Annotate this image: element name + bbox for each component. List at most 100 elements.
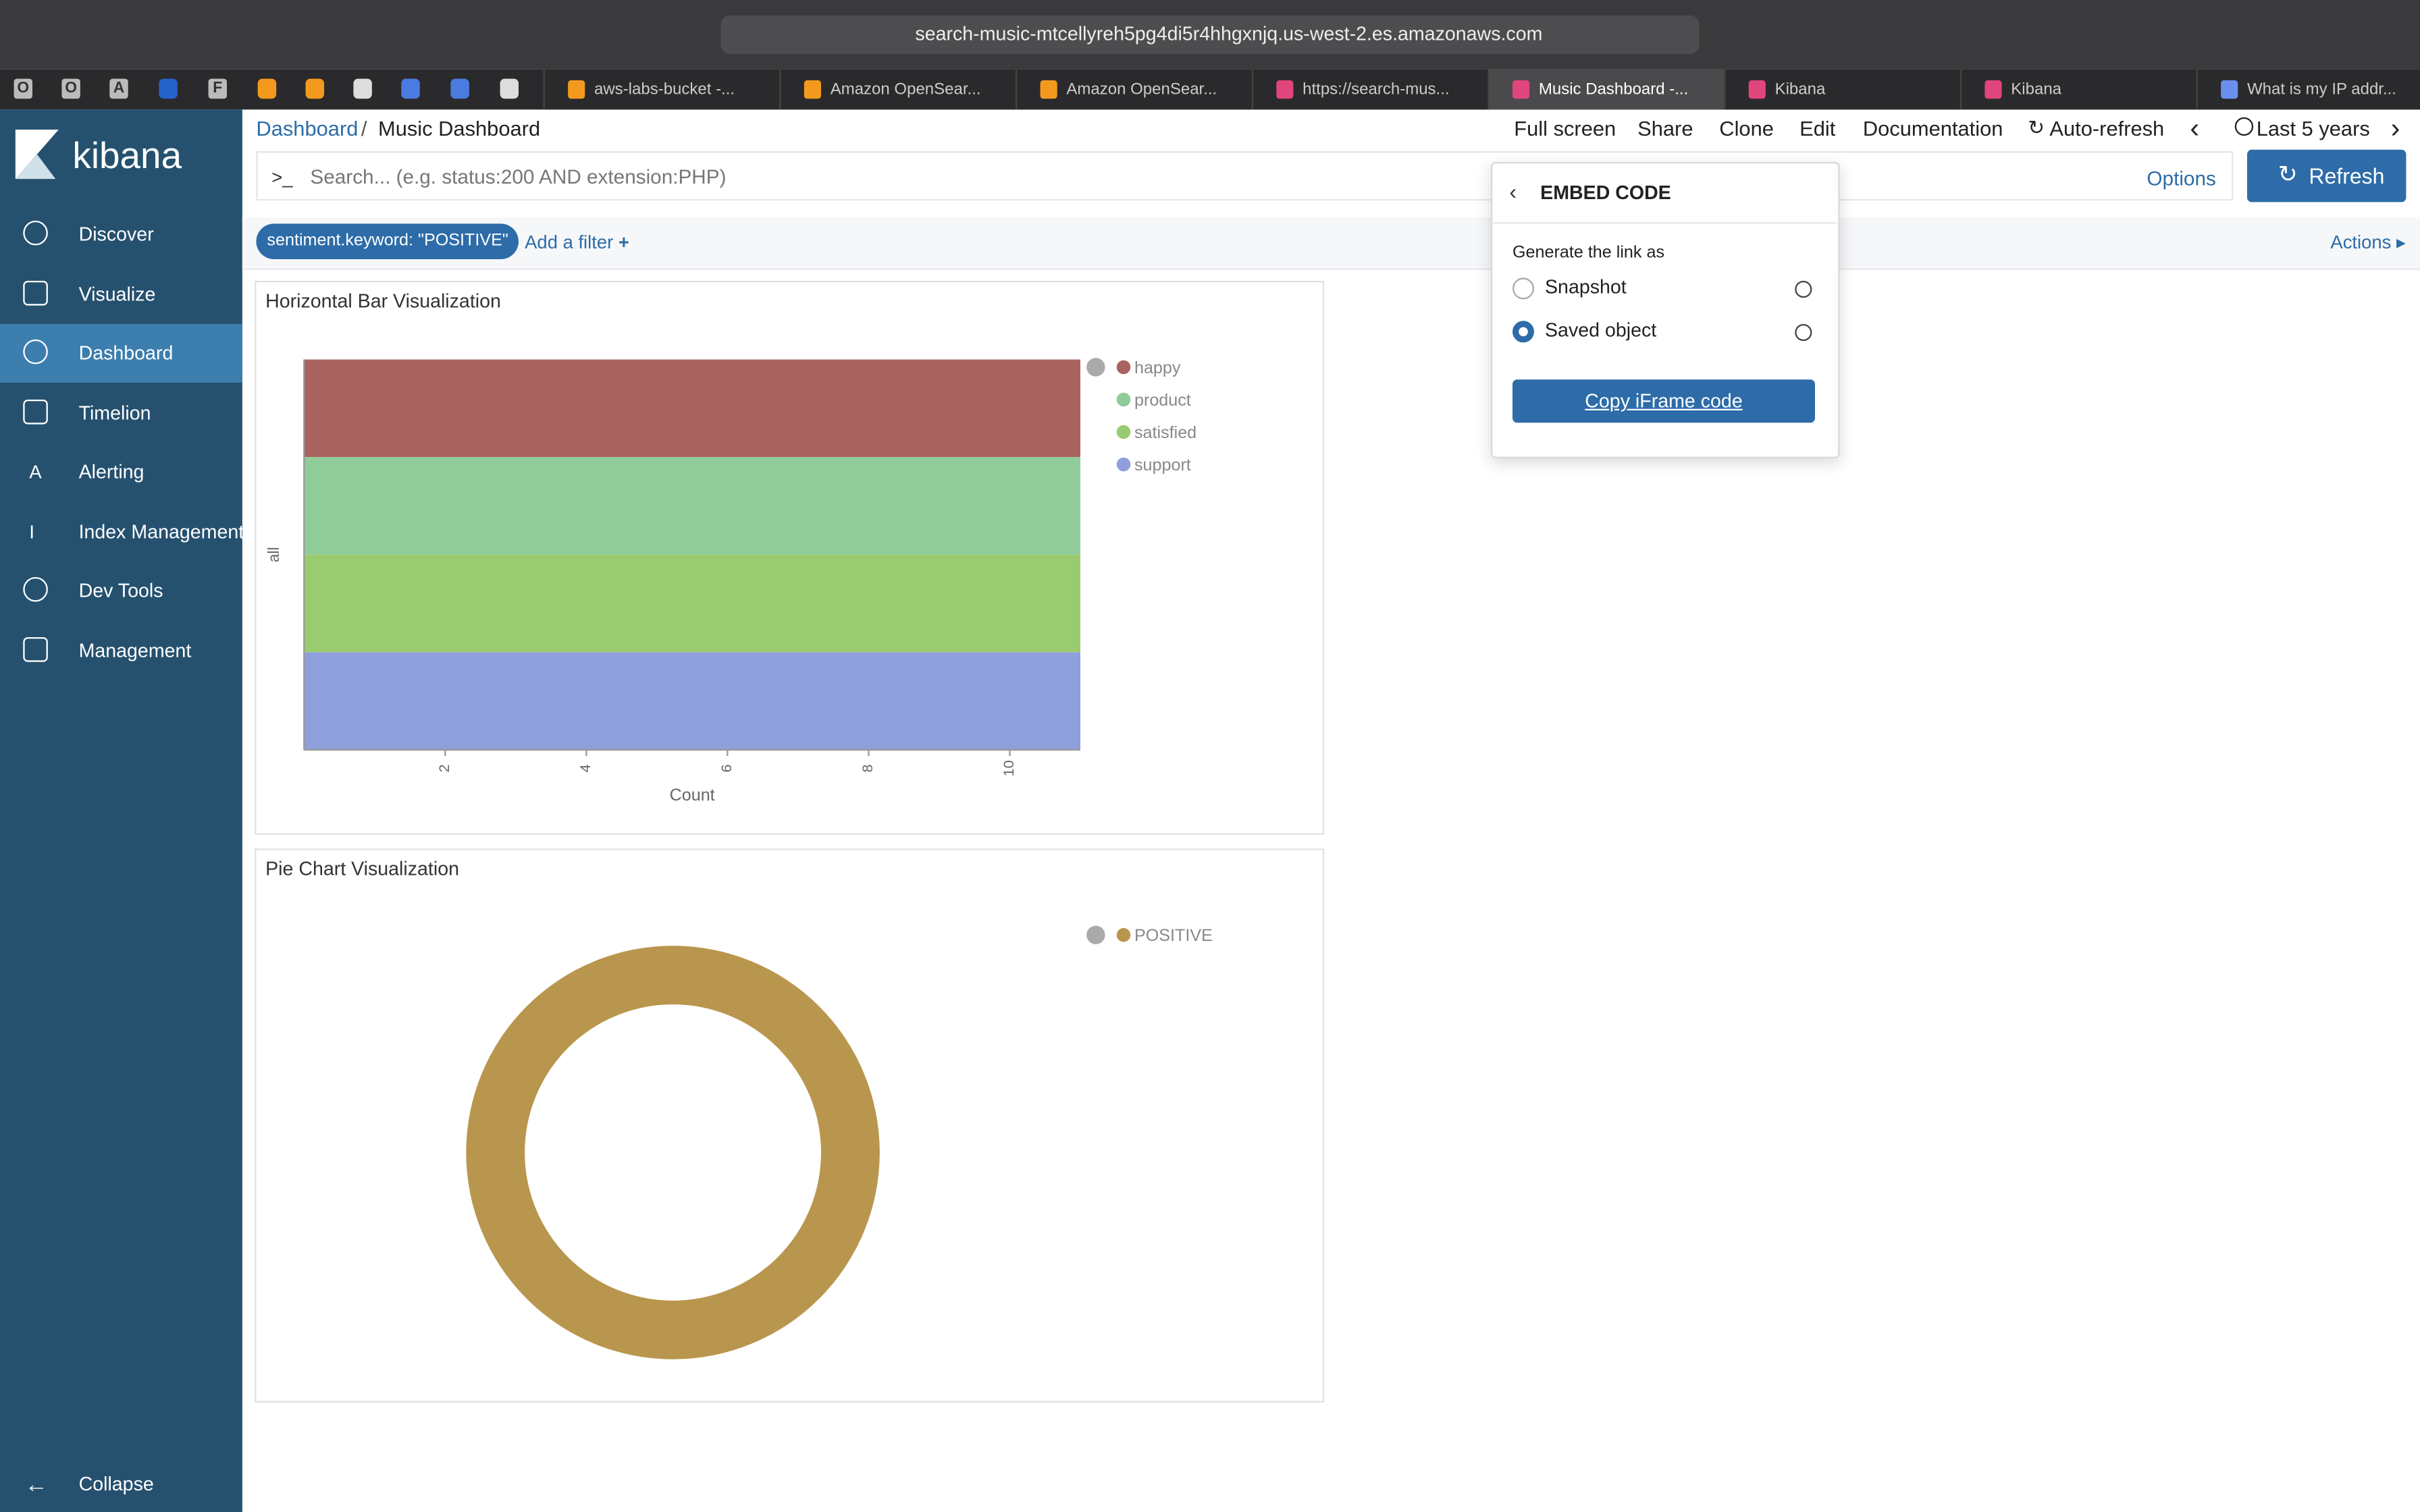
legend-toggle	[1086, 358, 1105, 377]
panel	[255, 848, 1325, 1403]
legend-dot	[1116, 392, 1131, 407]
nav-icon	[23, 576, 48, 602]
menu-item[interactable]: Share	[1637, 117, 1693, 140]
tab-title[interactable]: Music Dashboard -...	[1538, 80, 1689, 99]
radio[interactable]	[1512, 277, 1534, 300]
tab-title[interactable]: Kibana	[2011, 80, 2062, 99]
nav-item[interactable]: Discover	[78, 223, 154, 246]
tab-icon	[1984, 80, 2002, 99]
brand: kibana	[72, 136, 182, 178]
nav-item[interactable]: Dev Tools	[78, 580, 163, 602]
add-filter-text[interactable]: Add a filter	[525, 231, 614, 253]
help-icon	[1795, 280, 1812, 298]
menu-item[interactable]: Edit	[1799, 117, 1836, 140]
time-icon	[2234, 117, 2254, 136]
menu-item[interactable]: Full screen	[1514, 117, 1616, 140]
add-filter[interactable]: Add a filter +	[525, 232, 629, 253]
chart-title: Horizontal Bar Visualization	[265, 291, 501, 313]
x-tick-label: 4	[577, 764, 594, 772]
pinned-icon[interactable]	[305, 78, 324, 99]
search-bar[interactable]	[256, 151, 2234, 201]
x-tick-label: 6	[718, 764, 735, 772]
pinned-tab[interactable]: F	[208, 78, 227, 99]
slice	[466, 946, 880, 1359]
breadcrumb-separator: /	[361, 117, 367, 140]
breadcrumb: Music Dashboard	[377, 117, 541, 140]
nav-icon	[23, 220, 48, 246]
nav-icon: I	[29, 520, 35, 543]
nav-icon	[23, 398, 48, 424]
tab-title[interactable]: https://search-mus...	[1303, 80, 1450, 99]
actions[interactable]: Actions ▸	[2330, 231, 2406, 253]
x-axis-label: Count	[670, 786, 715, 805]
options[interactable]: Options	[2147, 166, 2216, 190]
legend-dot	[1116, 927, 1131, 942]
tab-title[interactable]: aws-labs-bucket -...	[594, 80, 735, 99]
chart-title: Pie Chart Visualization	[265, 859, 459, 880]
nav-item[interactable]: Alerting	[78, 461, 144, 483]
copy-button[interactable]: Copy iFrame code	[1512, 379, 1815, 423]
nav-item[interactable]: Management	[78, 639, 192, 662]
panel	[255, 280, 1325, 835]
nav-icon	[23, 339, 48, 364]
menu-item[interactable]: Documentation	[1862, 117, 2003, 140]
bar	[304, 652, 1080, 750]
breadcrumb[interactable]: Dashboard	[256, 117, 359, 140]
search-prompt: >_	[271, 166, 293, 188]
pinned-tab[interactable]: O	[14, 78, 32, 99]
nav-item[interactable]: Visualize	[78, 283, 156, 305]
prev[interactable]: ‹	[2190, 112, 2200, 144]
legend-label: POSITIVE	[1134, 926, 1213, 945]
menu-item[interactable]: Clone	[1719, 117, 1774, 140]
pinned-icon[interactable]	[257, 78, 277, 99]
pinned-tab[interactable]: O	[61, 78, 80, 99]
tab[interactable]	[1251, 69, 1488, 110]
y-tick-label: all	[265, 547, 282, 562]
nav-item[interactable]: Timelion	[78, 402, 151, 424]
tab-title[interactable]: Kibana	[1774, 80, 1826, 99]
kibana-logo	[15, 129, 59, 180]
nav-item[interactable]: Dashboard	[78, 342, 174, 364]
back-icon[interactable]: ‹	[1509, 179, 1517, 204]
pinned-tab[interactable]: A	[109, 78, 128, 99]
actions-text[interactable]: Actions	[2330, 231, 2392, 253]
legend-dot	[1116, 360, 1131, 375]
pinned-icon[interactable]	[401, 78, 420, 99]
plus: +	[618, 231, 629, 253]
radio-label[interactable]: Snapshot	[1544, 276, 1627, 298]
menu-item[interactable]: Auto-refresh	[2049, 117, 2165, 140]
url: search-music-mtcellyreh5pg4di5r4hhgxnjq.…	[915, 23, 1543, 45]
legend-label: support	[1134, 456, 1191, 475]
nav-icon	[23, 636, 48, 662]
tab-icon	[568, 80, 585, 99]
collapse-icon[interactable]: ←	[24, 1472, 48, 1498]
tab-icon	[1748, 80, 1766, 99]
collapse[interactable]: Collapse	[78, 1473, 154, 1495]
tab-title[interactable]: Amazon OpenSear...	[1066, 80, 1217, 99]
legend-label: satisfied	[1134, 423, 1196, 442]
pinned-icon[interactable]	[353, 78, 372, 99]
time-range[interactable]: Last 5 years	[2256, 117, 2370, 140]
pinned-icon[interactable]	[500, 78, 519, 99]
refresh-icon: ↻	[2278, 161, 2298, 188]
popover-label: Generate the link as	[1512, 244, 1665, 263]
next[interactable]: ›	[2390, 112, 2400, 144]
bar	[304, 554, 1080, 653]
legend-dot	[1116, 425, 1131, 439]
refresh-button[interactable]	[2246, 149, 2406, 202]
refresh: Refresh	[2309, 163, 2385, 188]
tab-icon	[1040, 80, 1057, 99]
bar	[304, 457, 1080, 555]
tab-title[interactable]: What is my IP addr...	[2246, 80, 2396, 99]
nav-icon	[23, 279, 48, 305]
radio[interactable]	[1512, 321, 1534, 343]
address-bar[interactable]	[720, 15, 1700, 54]
radio-label[interactable]: Saved object	[1544, 319, 1657, 342]
tab-title[interactable]: Amazon OpenSear...	[830, 80, 981, 99]
legend-label: happy	[1134, 358, 1181, 377]
filter-pill[interactable]: sentiment.keyword: "POSITIVE"	[256, 223, 519, 259]
pinned-icon[interactable]	[159, 78, 178, 99]
nav-item[interactable]: Index Management	[78, 520, 244, 543]
pinned-icon[interactable]	[450, 78, 469, 99]
